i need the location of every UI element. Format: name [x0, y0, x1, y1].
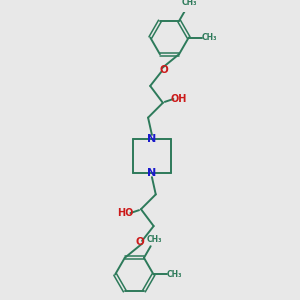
- Text: HO: HO: [117, 208, 134, 218]
- Text: O: O: [159, 65, 168, 75]
- Text: CH₃: CH₃: [202, 33, 218, 42]
- Text: O: O: [136, 237, 145, 247]
- Text: CH₃: CH₃: [167, 270, 182, 279]
- Text: CH₃: CH₃: [182, 0, 197, 7]
- Text: OH: OH: [170, 94, 186, 104]
- Text: N: N: [147, 134, 157, 144]
- Text: CH₃: CH₃: [147, 235, 162, 244]
- Text: N: N: [147, 168, 157, 178]
